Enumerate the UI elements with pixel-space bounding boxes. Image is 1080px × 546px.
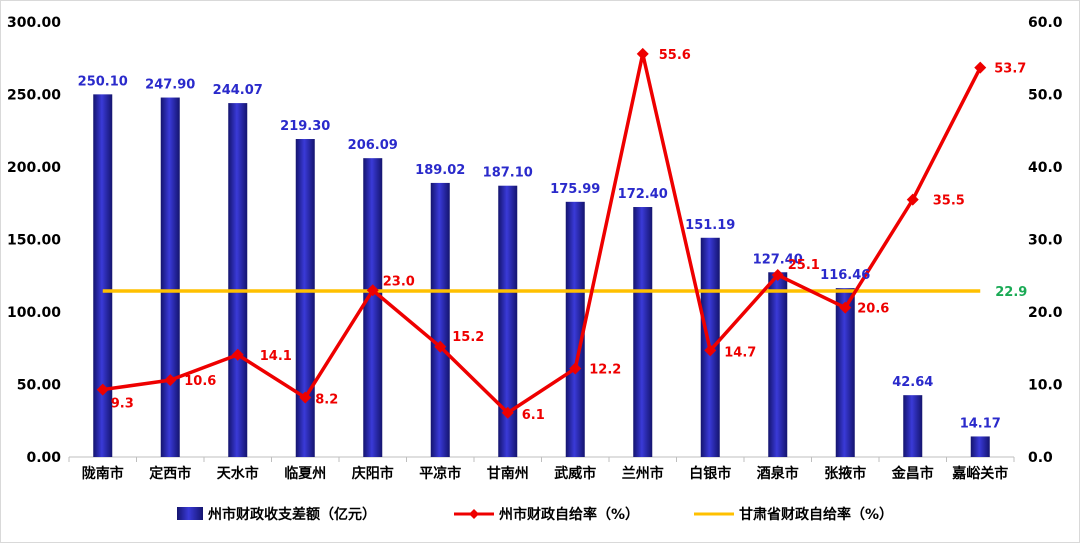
x-tick-label: 金昌市 — [891, 465, 934, 482]
bar-value-label: 247.90 — [145, 78, 195, 93]
city-rate-marker — [434, 340, 447, 353]
axes: 陇南市 定西市 天水市 临夏州 庆阳市 平凉市 甘南州 武威市 兰州市 白银市 酒泉市 张掖市 金昌市嘉… — [7, 15, 1063, 482]
bar — [295, 139, 315, 457]
city-rate-marker — [974, 61, 987, 74]
bar — [835, 288, 855, 457]
rate-value-label: 20.6 — [857, 302, 889, 317]
rate-value-label: 25.1 — [788, 258, 820, 273]
y-left-tick-label: 200.00 — [7, 160, 61, 176]
bar-value-label: 172.40 — [618, 187, 668, 202]
bar — [228, 103, 248, 457]
bar — [768, 272, 788, 457]
bar-value-label: 250.10 — [78, 74, 128, 89]
bar — [633, 207, 653, 457]
city-rate-marker — [569, 362, 582, 375]
bar-series — [93, 94, 990, 458]
city-rate-marker — [299, 391, 312, 404]
x-tick-label: 白银市 — [689, 465, 731, 482]
x-tick-label: 酒泉市 — [757, 465, 799, 482]
x-tick-label: 定西市 — [149, 465, 191, 482]
bar-value-label: 244.07 — [213, 83, 263, 98]
y-right-tick-label: 20.0 — [1028, 305, 1063, 321]
rate-value-label: 10.6 — [184, 374, 216, 389]
x-tick-label: 兰州市 — [622, 465, 664, 482]
rate-value-label: 9.3 — [111, 397, 134, 412]
x-tick-label: 临夏州 — [284, 465, 326, 482]
rate-value-label: 6.1 — [522, 408, 545, 423]
rate-value-label: 8.2 — [315, 393, 338, 408]
province-rate-label: 22.9 — [995, 285, 1027, 300]
bar-value-label: 219.30 — [280, 119, 330, 134]
x-tick-label: 张掖市 — [824, 465, 866, 482]
city-rate-marker — [164, 374, 177, 387]
y-left-tick-label: 150.00 — [7, 233, 61, 249]
y-right-tick-label: 40.0 — [1028, 160, 1063, 176]
y-left-tick-label: 100.00 — [7, 305, 61, 321]
legend-swatch-bar — [177, 507, 203, 520]
rate-value-label: 55.6 — [659, 48, 691, 63]
y-left-tick-label: 300.00 — [7, 15, 61, 31]
bar-value-label: 127.40 — [753, 252, 803, 267]
rate-value-label: 35.5 — [933, 194, 965, 209]
bar-value-label: 175.99 — [550, 182, 600, 197]
y-left-tick-label: 0.00 — [26, 450, 61, 466]
rate-value-label: 14.7 — [724, 345, 756, 360]
y-left-tick-label: 50.00 — [17, 378, 62, 394]
rate-value-label: 14.1 — [260, 349, 292, 364]
x-tick-label: 武威市 — [554, 465, 596, 482]
y-right-tick-label: 50.0 — [1028, 88, 1063, 104]
city-rate-series — [96, 47, 987, 419]
bar-value-label: 14.17 — [960, 416, 1001, 431]
legend-label-rate: 州市财政自给率（%） — [498, 506, 639, 523]
x-tick-label: 嘉峪关市 — [951, 465, 1008, 482]
city-rate-marker — [366, 284, 379, 297]
bar — [160, 97, 180, 458]
x-tick-label: 平凉市 — [419, 465, 461, 482]
y-left-tick-label: 250.00 — [7, 88, 61, 104]
bar-value-label: 206.09 — [348, 138, 398, 153]
city-rate-marker — [96, 383, 109, 396]
city-rate-marker — [906, 193, 919, 206]
x-tick-label: 陇南市 — [82, 465, 124, 482]
bar — [93, 94, 113, 457]
x-tick-label: 甘南州 — [487, 465, 529, 482]
city-rate-marker — [231, 348, 244, 361]
city-rate-marker — [501, 406, 514, 419]
city-rate-marker — [771, 269, 784, 282]
legend: 州市财政收支差额（亿元） 州市财政自给率（%） 甘肃省财政自给率（%） — [177, 506, 893, 523]
legend-label-bar: 州市财政收支差额（亿元） — [207, 506, 376, 523]
rate-value-label: 23.0 — [383, 274, 415, 289]
city-rate-line — [102, 52, 982, 415]
y-right-tick-label: 60.0 — [1028, 15, 1063, 31]
bar-value-label: 116.46 — [820, 268, 870, 283]
bar-value-label: 42.64 — [892, 375, 933, 390]
y-right-tick-label: 30.0 — [1028, 233, 1063, 249]
bar-value-label: 189.02 — [415, 163, 465, 178]
bar — [970, 436, 990, 457]
y-right-tick-label: 10.0 — [1028, 378, 1063, 394]
x-tick-label: 天水市 — [217, 465, 259, 482]
bar — [903, 395, 923, 457]
bar-value-label: 151.19 — [685, 218, 735, 233]
x-tick-label: 庆阳市 — [352, 465, 394, 482]
data-labels: 250.10 247.90 244.07 219.30 206.09 189.02 187.… — [78, 48, 1028, 432]
legend-label-province: 甘肃省财政自给率（%） — [739, 506, 893, 523]
legend-swatch-rate-marker — [469, 509, 479, 519]
y-right-tick-label: 0.0 — [1028, 450, 1053, 466]
city-rate-marker — [636, 47, 649, 60]
rate-value-label: 15.2 — [452, 330, 484, 345]
bar — [430, 182, 450, 457]
bar — [498, 185, 518, 457]
rate-value-label: 53.7 — [994, 62, 1026, 77]
rate-value-label: 12.2 — [589, 363, 621, 378]
bar-value-label: 187.10 — [483, 166, 533, 181]
city-rate-marker — [839, 301, 852, 314]
bar — [565, 201, 585, 457]
city-rate-marker — [704, 344, 717, 357]
bar — [363, 158, 383, 457]
